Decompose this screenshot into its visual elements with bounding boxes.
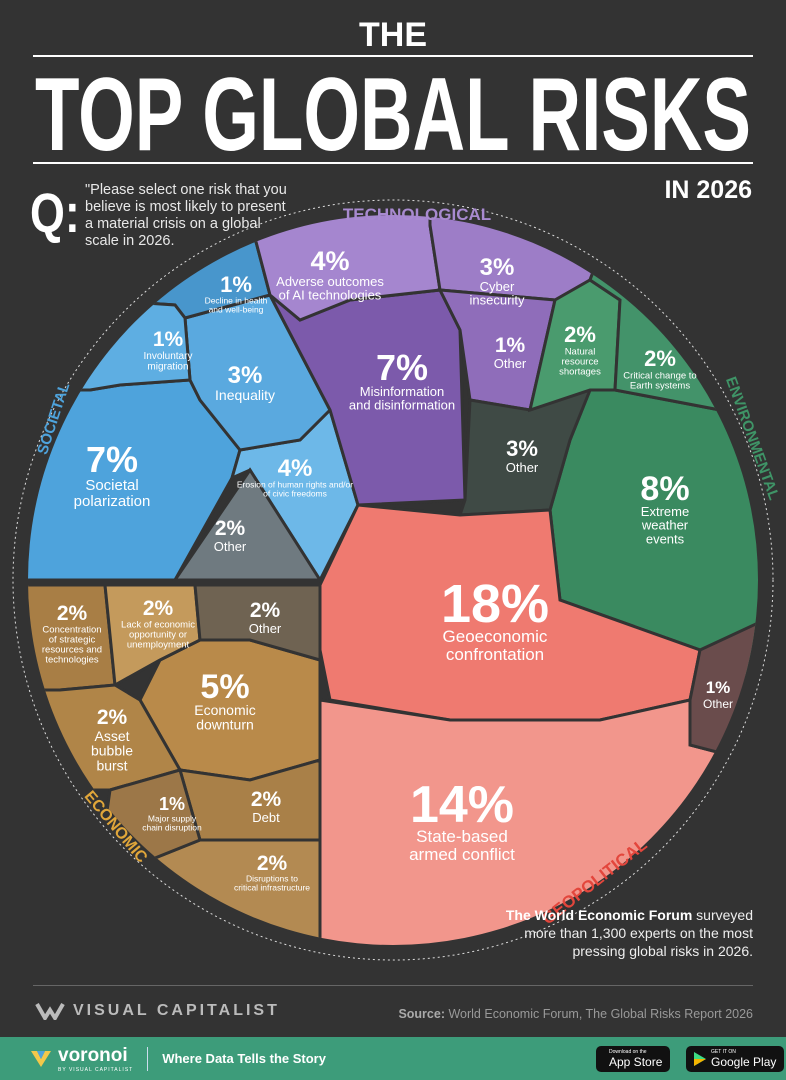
category-item-label: Lack of economic opportunity or unemployme… [121,620,195,651]
cell-economic-disruptions-to-critical-infrastructure [148,838,322,945]
category-item-label: Debt [252,810,280,825]
category-item-label: Other [494,356,527,371]
value-label: 14% [410,776,514,834]
value-label: 1% [159,794,185,814]
category-item-label: Natural resource shortages [559,347,601,378]
source-label: Source: [398,1007,445,1021]
vc-logo-icon [35,1003,65,1020]
value-label: 2% [143,597,174,620]
category-item-label: Critical change to Earth systems [623,371,696,392]
category-item-label: Major supply chain disruption [142,814,202,833]
category-item-label: Other [214,539,247,554]
voronoi-logo-icon [31,1050,51,1067]
category-item-label: Asset bubble burst [91,728,133,773]
category-item-label: Erosion of human rights and/or of civic f… [237,480,353,499]
value-label: 5% [200,668,249,706]
category-item-label: Other [506,460,539,475]
outer-ring [12,199,774,961]
survey-question: "Please select one risk that you believe… [85,182,287,249]
category-item-label: Misinformation and disinformation [349,384,455,413]
category-item-label: Societal polarization [74,477,151,510]
google-play-label: Google Play [711,1055,777,1069]
google-play-button[interactable]: GET IT ON Google Play [686,1046,785,1072]
survey-note-bold: The World Economic Forum [505,907,693,923]
value-label: 7% [376,347,428,388]
title-year: IN 2026 [664,176,752,204]
value-label: 2% [97,706,128,729]
source-text: World Economic Forum, The Global Risks R… [445,1007,753,1021]
question-mark: Q: [30,181,80,244]
value-label: 4% [278,455,313,482]
visual-capitalist-logo: VISUAL CAPITALIST [35,1002,280,1020]
category-item-label: Adverse outcomes of AI technologies [276,274,384,303]
value-label: 2% [644,346,676,371]
category-item-label: Disruptions to critical infrastructure [234,874,310,893]
survey-note: The World Economic Forum surveyed more t… [493,906,753,960]
title-the: THE [359,16,427,54]
value-label: 4% [310,246,349,276]
app-store-button[interactable]: Download on the App Store [596,1046,671,1072]
category-item-label: Concentration of strategic resources and te… [42,625,102,666]
cell-technological-adverse-outcomes-of-ai-technologies [243,215,442,322]
source-note: Source: World Economic Forum, The Global… [398,1007,753,1021]
google-play-small: GET IT ON [711,1049,736,1055]
cell-economic-lack-of-economic-opportunity-or-unemployment [103,583,202,688]
category-item-label: Inequality [215,387,275,403]
app-store-label: App Store [609,1055,663,1069]
cell-societal-other [172,467,323,582]
survey-note-text: surveyed more than 1,300 experts on the … [524,907,753,959]
footer-separator [147,1046,149,1071]
value-label: 2% [57,602,88,625]
voronoi-logo[interactable]: voronoi BY VISUAL CAPITALIST [30,1045,133,1073]
brand-name: VISUAL CAPITALIST [73,1002,280,1019]
category-item-label: Involuntary migration [144,351,193,373]
app-store-small: Download on the [609,1049,647,1055]
cell-economic-other [193,583,322,662]
category-item-label: Cyber insecurity [470,279,525,308]
value-label: 3% [228,362,263,389]
category-label-technological: TECHNOLOGICAL [343,205,491,224]
value-label: 1% [153,328,184,351]
category-item-label: Other [703,697,733,711]
value-label: 1% [220,272,252,297]
category-item-label: Geoeconomic confrontation [443,627,548,664]
value-label: 2% [257,852,288,875]
category-item-label: Other [249,621,282,636]
voronoi-sub: BY VISUAL CAPITALIST [58,1066,134,1073]
value-label: 7% [86,439,138,480]
category-item-label: Decline in health and well-being [205,296,268,315]
value-label: 3% [480,254,515,281]
value-label: 2% [564,322,596,347]
category-item-label: Extreme weather events [641,504,689,546]
google-play-icon [694,1052,706,1066]
value-label: 18% [441,574,549,634]
tagline: Where Data Tells the Story [162,1051,326,1066]
category-item-label: State-based armed conflict [409,827,515,864]
category-item-label: Economic downturn [194,702,255,733]
value-label: 2% [215,517,246,540]
voronoi-name: voronoi [58,1044,128,1066]
value-label: 2% [250,599,281,622]
value-label: 8% [640,470,689,508]
value-label: 3% [506,436,538,461]
page-title: TOP GLOBAL RISKS [35,57,751,173]
value-label: 1% [495,334,526,357]
divider [33,985,753,986]
value-label: 1% [706,678,731,697]
value-label: 2% [251,788,282,811]
